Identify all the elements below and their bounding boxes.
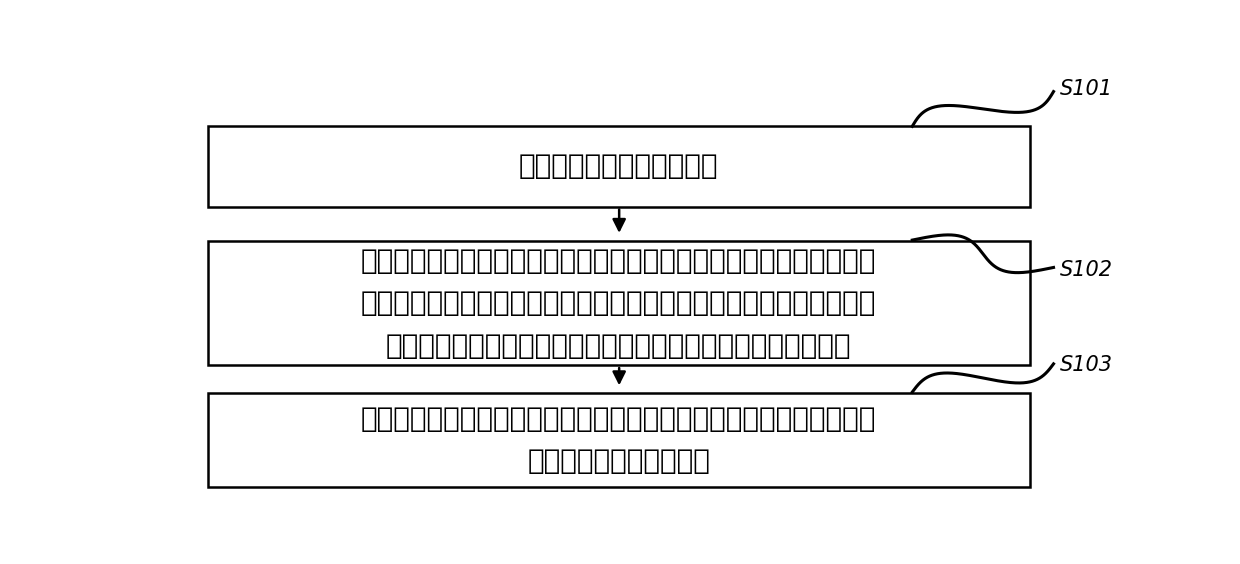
Text: 采集使用者的生理指标数据: 采集使用者的生理指标数据	[518, 152, 718, 180]
FancyBboxPatch shape	[208, 241, 1029, 365]
FancyBboxPatch shape	[208, 394, 1029, 487]
FancyBboxPatch shape	[208, 126, 1029, 206]
Text: 接收使用者对预设问题的反馈，并于所述反馈信息的积极记忆评价达到
最高值时，判定植入完成: 接收使用者对预设问题的反馈，并于所述反馈信息的积极记忆评价达到 最高值时，判定植…	[361, 405, 877, 475]
Text: S101: S101	[1060, 80, 1114, 99]
Text: S103: S103	[1060, 355, 1114, 375]
Text: 提供眼动操作指示以及采集使用者的眼动信息，并根据所述眼动信息判
定使用者的操作是否符合眼动操作要求；接收使用者对预设问题的反馈
，并于所述反馈信息的消极记忆评价: 提供眼动操作指示以及采集使用者的眼动信息，并根据所述眼动信息判 定使用者的操作是…	[361, 247, 877, 360]
Text: S102: S102	[1060, 259, 1114, 280]
